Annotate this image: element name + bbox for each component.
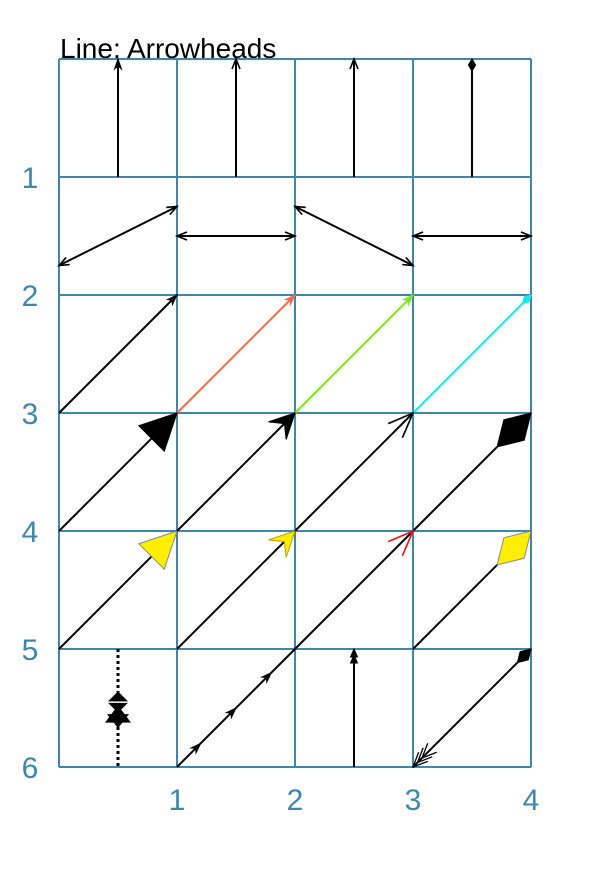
arrow-r5-c1: [58, 530, 178, 650]
y-tick-label: 1: [22, 162, 39, 195]
arrow-r4-c4: [412, 412, 532, 532]
arrow-r4-c3: [294, 411, 415, 532]
arrowhead: [231, 56, 241, 70]
arrow-r5-c3: [294, 529, 415, 650]
arrowhead: [520, 231, 534, 241]
arrow-r1-c4: [467, 58, 477, 177]
arrow-shaft: [58, 205, 178, 267]
arrowhead: [137, 530, 178, 571]
arrowhead: [349, 56, 359, 70]
arrow-r1-c2: [231, 56, 241, 177]
arrow-r6-c2: [176, 648, 296, 768]
arrowhead: [268, 412, 296, 440]
arrow-r3-c1: [58, 293, 179, 414]
arrow-r1-c1: [113, 57, 123, 177]
arrowhead: [268, 530, 296, 558]
arrow-r6-c3: [349, 647, 359, 767]
arrow-shaft: [58, 294, 178, 414]
arrowhead: [166, 205, 179, 216]
arrowhead: [107, 714, 129, 729]
arrowhead: [516, 648, 532, 664]
arrowhead: [284, 231, 298, 241]
arrow-r2-c3: [293, 205, 415, 267]
arrowhead: [401, 293, 415, 307]
arrowhead: [283, 293, 297, 307]
arrowhead: [259, 671, 273, 685]
arrow-r2-c1: [57, 205, 179, 267]
arrow-r2-c2: [174, 231, 298, 241]
arrowhead: [224, 706, 238, 720]
arrowhead: [387, 411, 415, 439]
arrow-shaft: [294, 205, 414, 267]
arrowhead: [387, 529, 415, 557]
arrow-shaft: [412, 648, 532, 768]
arrowhead: [165, 293, 179, 307]
arrow-r2-c4: [410, 231, 534, 241]
arrow-shaft: [176, 530, 296, 650]
arrowhead: [349, 653, 359, 664]
tick-labels: 1 2 3 4 5 6 1 2 3 4: [22, 162, 540, 817]
arrow-r5-c4: [412, 530, 532, 650]
x-tick-label: 4: [523, 784, 540, 817]
arrowhead: [411, 752, 428, 769]
arrow-shaft: [294, 530, 414, 650]
arrowhead: [521, 294, 532, 305]
arrow-shaft: [176, 294, 296, 414]
arrow-shaft: [294, 412, 414, 532]
arrowhead: [420, 743, 437, 760]
arrow-shaft: [176, 412, 296, 532]
x-tick-label: 1: [169, 784, 186, 817]
arrowhead: [496, 530, 532, 566]
arrowhead: [174, 231, 188, 241]
arrow-r1-c3: [349, 56, 359, 177]
arrow-r3-c4: [412, 294, 532, 414]
arrowhead: [137, 412, 178, 453]
arrow-shaft: [294, 294, 414, 414]
y-tick-label: 5: [22, 634, 39, 667]
y-tick-label: 4: [22, 516, 39, 549]
arrowhead: [416, 747, 433, 764]
arrow-r6-c4: [411, 648, 532, 769]
x-tick-label: 2: [287, 784, 304, 817]
arrowhead: [410, 231, 424, 241]
arrow-r3-c3: [294, 293, 415, 414]
y-tick-label: 3: [22, 398, 39, 431]
arrowhead: [57, 256, 70, 267]
arrow-r6-c1: [105, 649, 131, 767]
y-tick-label: 2: [22, 280, 39, 313]
arrows: [57, 56, 534, 769]
x-tick-label: 3: [405, 784, 422, 817]
y-tick-label: 6: [22, 752, 39, 785]
arrow-r3-c2: [176, 293, 297, 414]
arrowhead: [402, 256, 415, 267]
arrowhead: [189, 742, 202, 755]
arrowhead: [113, 57, 123, 71]
arrow-r5-c2: [176, 530, 296, 650]
arrow-r4-c2: [176, 412, 296, 532]
arrowhead: [293, 205, 306, 216]
arrowhead: [496, 412, 532, 448]
arrow-shaft: [412, 294, 532, 414]
arrow-r4-c1: [58, 412, 178, 532]
arrowhead: [467, 58, 477, 72]
